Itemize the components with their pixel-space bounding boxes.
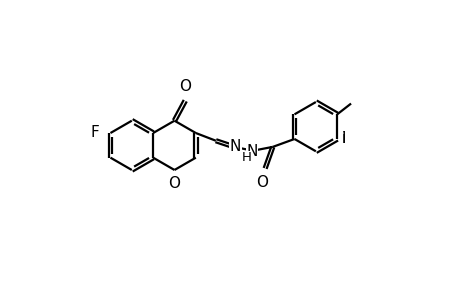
Text: O: O [179, 79, 191, 94]
Text: O: O [256, 175, 268, 190]
Text: N: N [229, 139, 240, 154]
Text: H: H [241, 151, 251, 164]
Text: i: i [341, 131, 345, 146]
Text: N: N [246, 144, 257, 159]
Text: I: I [341, 131, 346, 146]
Text: O: O [168, 176, 180, 191]
Text: F: F [91, 125, 100, 140]
